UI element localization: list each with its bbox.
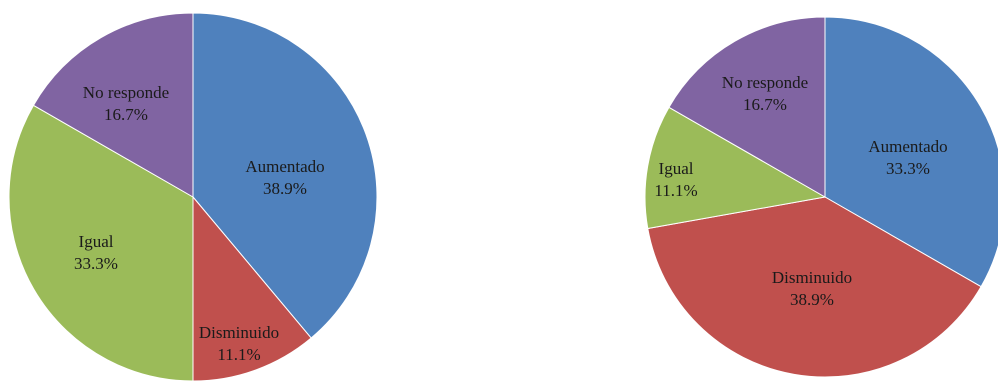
pie0-label-disminuido-value: 11.1%: [217, 345, 260, 364]
pie0-label-igual-value: 33.3%: [74, 254, 118, 273]
pie1-label-igual: Igual 11.1%: [654, 159, 697, 200]
pie1-label-no-responde: No responde 16.7%: [722, 73, 808, 114]
pie1-label-aumentado-value: 33.3%: [886, 159, 930, 178]
pie1-slice-aumentado: [824, 16, 998, 288]
pie1-label-aumentado-category: Aumentado: [868, 137, 947, 156]
pie0-label-no-responde-value: 16.7%: [104, 105, 148, 124]
pie0-label-aumentado-value: 38.9%: [263, 179, 307, 198]
pie0-label-disminuido: Disminuido 11.1%: [199, 323, 279, 364]
pie1-slice-no-responde: [668, 16, 826, 198]
pie0-slice-no-responde: [32, 12, 194, 198]
pie1-label-no-responde-value: 16.7%: [743, 95, 787, 114]
pie1-label-igual-category: Igual: [659, 159, 694, 178]
pie1-label-disminuido-category: Disminuido: [772, 268, 852, 287]
pie-chart-right: Aumentado 33.3% Disminuido 38.9% Igual 11.1% N…: [644, 16, 998, 378]
pie1-slice-igual: [644, 106, 827, 230]
pie0-label-aumentado: Aumentado 38.9%: [245, 157, 324, 198]
pie0-label-no-responde: No responde 16.7%: [83, 83, 169, 124]
pie1-label-no-responde-category: No responde: [722, 73, 808, 92]
pie0-slice-igual: [8, 104, 194, 382]
pie1-label-aumentado: Aumentado 33.3%: [868, 137, 947, 178]
pie0-label-igual-category: Igual: [79, 232, 114, 251]
pie0-label-no-responde-category: No responde: [83, 83, 169, 102]
pie1-label-disminuido: Disminuido 38.9%: [772, 268, 852, 309]
pie0-slice-disminuido: [192, 195, 312, 382]
pie1-label-igual-value: 11.1%: [654, 181, 697, 200]
pie0-label-disminuido-category: Disminuido: [199, 323, 279, 342]
pie0-label-aumentado-category: Aumentado: [245, 157, 324, 176]
pie0-label-igual: Igual 33.3%: [74, 232, 118, 273]
pie1-slice-disminuido: [647, 196, 982, 378]
pie1-label-disminuido-value: 38.9%: [790, 290, 834, 309]
pie-chart-left: Aumentado 38.9% Disminuido 11.1% Igual 33.3% N…: [8, 12, 378, 382]
pie0-slice-aumentado: [192, 12, 378, 339]
